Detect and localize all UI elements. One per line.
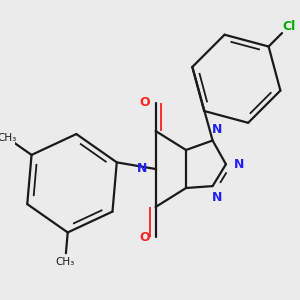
Text: O: O xyxy=(139,231,149,244)
Text: N: N xyxy=(212,123,223,136)
Text: CH₃: CH₃ xyxy=(56,257,75,267)
Text: N: N xyxy=(137,163,148,176)
Text: CH₃: CH₃ xyxy=(0,133,17,143)
Text: N: N xyxy=(212,191,223,204)
Text: N: N xyxy=(234,158,244,171)
Text: O: O xyxy=(139,96,149,109)
Text: Cl: Cl xyxy=(282,20,296,33)
